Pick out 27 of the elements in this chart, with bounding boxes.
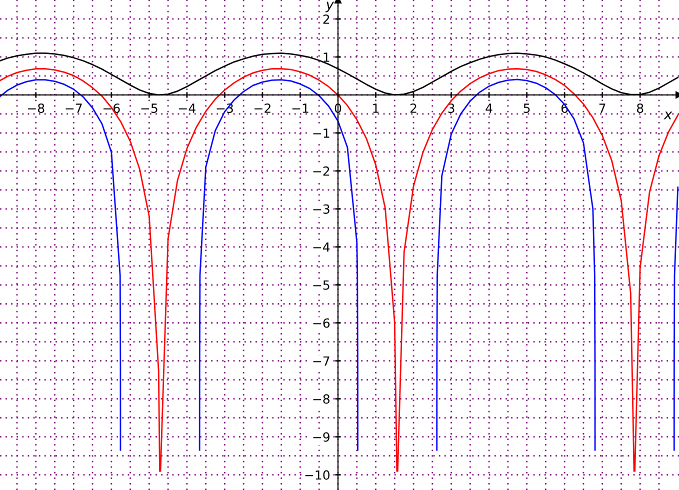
x-tick-label: 7 [599,104,606,113]
x-tick-label: 3 [448,104,454,113]
y-tick-label: −2 [313,166,330,176]
y-tick-label: −7 [313,356,330,366]
y-axis-title: y [325,2,334,12]
x-tick-label: −4 [179,104,196,113]
x-tick-label: 5 [524,104,530,113]
y-tick-label: −9 [313,432,330,442]
x-tick-label: −7 [66,104,82,113]
x-tick-label: −2 [254,104,270,113]
x-tick-label: 2 [410,104,416,113]
x-tick-label: −5 [141,104,158,113]
y-tick-label: −4 [313,242,330,252]
y-tick-label: −8 [313,394,330,404]
x-tick-label: −8 [28,104,44,113]
y-tick-label: 1 [324,52,330,62]
y-tick-label: −5 [313,280,330,290]
y-tick-label: −10 [305,470,330,480]
y-tick-label: 2 [323,14,330,24]
x-tick-label: −1 [292,104,308,113]
x-tick-label: 4 [486,104,492,113]
x-tick-label: 8 [636,104,644,113]
y-tick-label: −6 [313,318,330,328]
y-tick-label: −1 [313,128,330,138]
x-axis-title: x [664,112,672,120]
x-tick-label: 1 [373,104,379,113]
y-tick-label: −3 [313,204,330,214]
